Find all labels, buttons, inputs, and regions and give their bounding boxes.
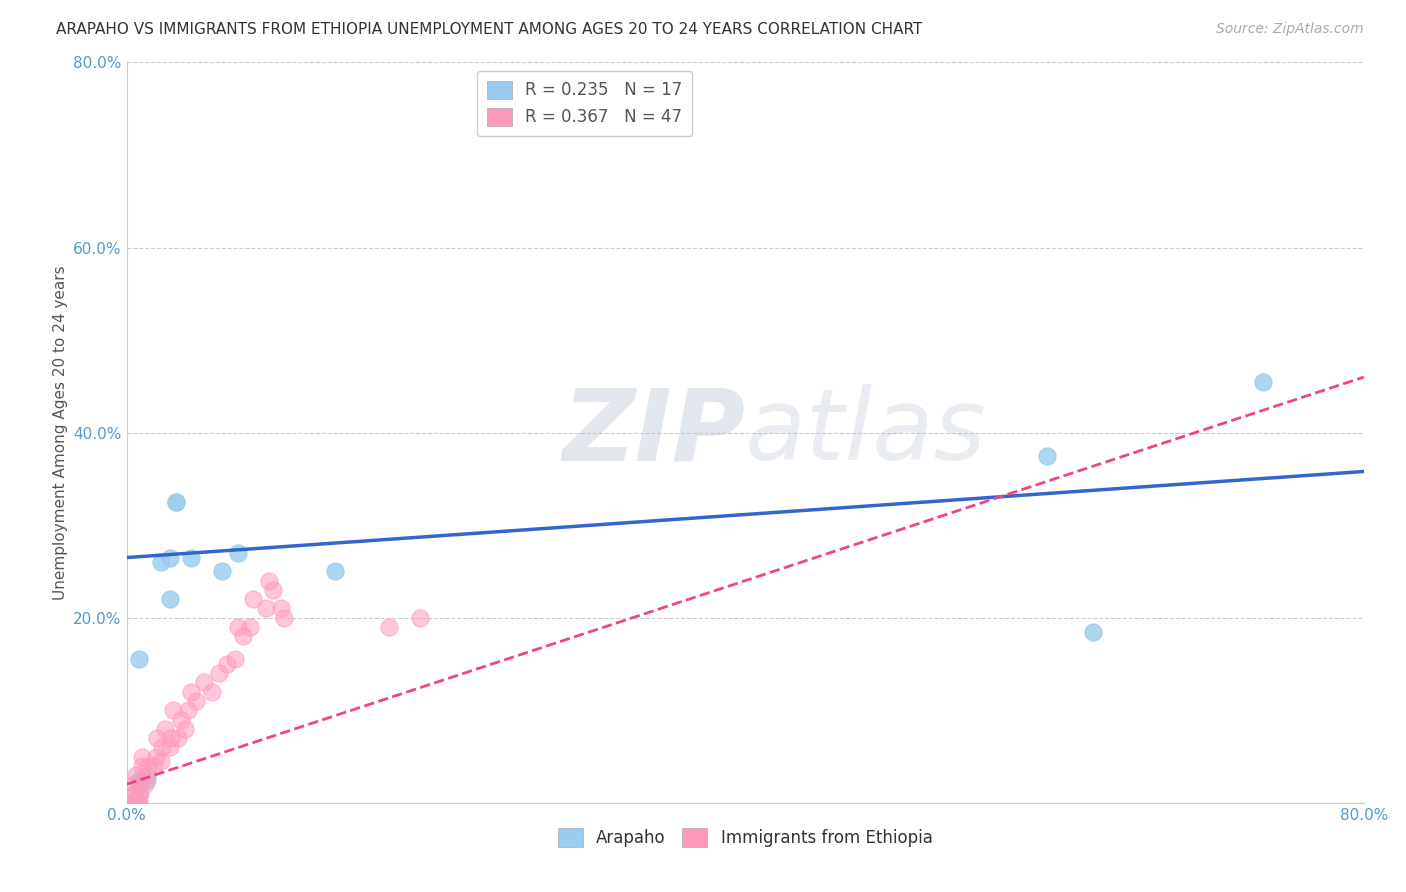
Point — [254, 601, 277, 615]
Point — [1251, 375, 1274, 389]
Point — [193, 675, 215, 690]
Point — [149, 754, 172, 768]
Point — [118, 796, 141, 810]
Point — [226, 546, 249, 560]
Point — [125, 768, 148, 782]
Point — [124, 787, 146, 801]
Point — [201, 685, 224, 699]
Point — [270, 601, 292, 615]
Point — [1083, 624, 1105, 639]
Point — [174, 722, 197, 736]
Text: Source: ZipAtlas.com: Source: ZipAtlas.com — [1216, 22, 1364, 37]
Point — [129, 777, 152, 791]
Point — [239, 620, 262, 634]
Point — [135, 768, 157, 782]
Point — [124, 777, 146, 791]
Point — [128, 787, 150, 801]
Point — [128, 772, 150, 787]
Point — [180, 685, 202, 699]
Point — [262, 582, 284, 597]
Point — [121, 796, 143, 810]
Point — [177, 703, 200, 717]
Point — [159, 592, 181, 607]
Point — [136, 758, 159, 772]
Point — [128, 652, 150, 666]
Point — [117, 796, 139, 810]
Point — [180, 550, 202, 565]
Point — [257, 574, 280, 588]
Point — [159, 740, 181, 755]
Point — [165, 495, 187, 509]
Point — [159, 550, 181, 565]
Point — [145, 749, 167, 764]
Point — [121, 787, 143, 801]
Point — [323, 565, 347, 579]
Legend: Arapaho, Immigrants from Ethiopia: Arapaho, Immigrants from Ethiopia — [551, 822, 939, 854]
Point — [169, 713, 191, 727]
Point — [1035, 449, 1057, 463]
Text: ZIP: ZIP — [562, 384, 745, 481]
Point — [224, 652, 246, 666]
Point — [208, 666, 231, 681]
Point — [131, 749, 153, 764]
Point — [150, 740, 173, 755]
Point — [146, 731, 169, 745]
Point — [134, 777, 156, 791]
Point — [128, 796, 150, 810]
Point — [273, 610, 295, 624]
Point — [211, 565, 233, 579]
Point — [166, 731, 188, 745]
Point — [160, 731, 183, 745]
Point — [153, 722, 177, 736]
Point — [149, 555, 172, 569]
Text: ARAPAHO VS IMMIGRANTS FROM ETHIOPIA UNEMPLOYMENT AMONG AGES 20 TO 24 YEARS CORRE: ARAPAHO VS IMMIGRANTS FROM ETHIOPIA UNEM… — [56, 22, 922, 37]
Text: atlas: atlas — [745, 384, 987, 481]
Point — [131, 758, 153, 772]
Point — [129, 787, 152, 801]
Point — [231, 629, 253, 643]
Point — [242, 592, 264, 607]
Point — [143, 758, 166, 772]
Point — [128, 777, 150, 791]
Point — [135, 772, 157, 787]
Point — [217, 657, 239, 671]
Point — [128, 796, 150, 810]
Point — [162, 703, 184, 717]
Point — [186, 694, 208, 708]
Point — [409, 610, 432, 624]
Point — [378, 620, 401, 634]
Point — [165, 495, 187, 509]
Y-axis label: Unemployment Among Ages 20 to 24 years: Unemployment Among Ages 20 to 24 years — [52, 265, 67, 600]
Point — [226, 620, 249, 634]
